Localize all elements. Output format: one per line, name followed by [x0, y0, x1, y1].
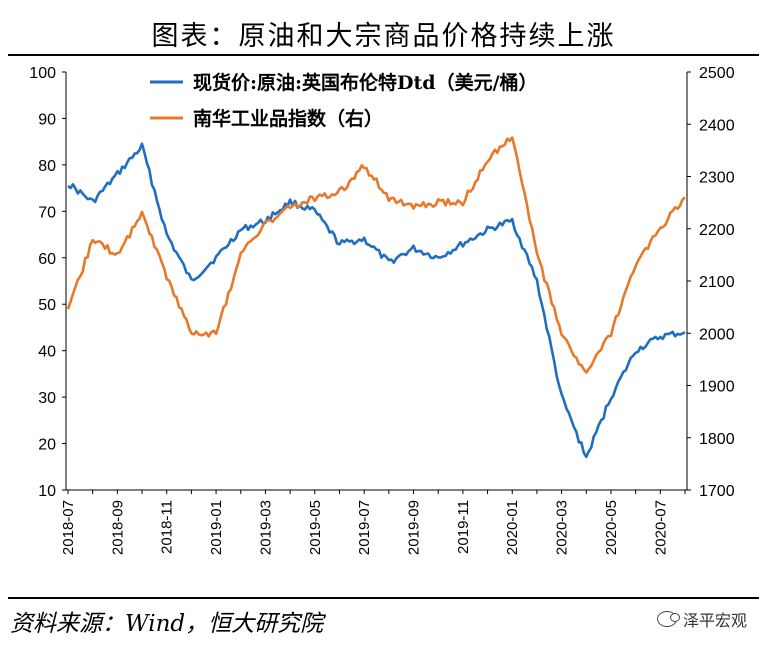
- x-tick-label: 2019-11: [455, 500, 472, 554]
- y-left-tick-label: 60: [38, 251, 56, 268]
- chart-series: [66, 136, 686, 459]
- y-right-tick-label: 1800: [699, 431, 735, 448]
- series-line-1: [67, 142, 686, 459]
- y-left-tick-label: 40: [38, 344, 56, 361]
- x-tick-label: 2019-09: [406, 500, 423, 555]
- watermark: 泽平宏观: [656, 607, 747, 631]
- y-right-tick-label: 2500: [699, 65, 735, 82]
- title-divider: [8, 54, 759, 56]
- x-tick-label: 2019-07: [356, 500, 373, 555]
- y-right-tick-label: 1900: [699, 379, 735, 396]
- x-tick-label: 2019-05: [307, 500, 324, 555]
- series-line-2: [66, 136, 686, 374]
- x-tick-label: 2020-03: [554, 500, 571, 555]
- x-tick-label: 2019-01: [208, 500, 225, 555]
- y-right-tick-label: 2100: [699, 274, 735, 291]
- footer-divider: [8, 597, 759, 599]
- y-left-tick-label: 20: [38, 437, 56, 454]
- y-left-tick-label: 100: [29, 65, 56, 82]
- y-right-tick-label: 1700: [699, 483, 735, 500]
- y-right-tick-label: 2300: [699, 170, 735, 187]
- y-left-tick-label: 30: [38, 390, 56, 407]
- chart-axes: 10 20 30 40 50 60 70 80 90 100 1700 1800 1900 2000 210…: [29, 65, 734, 555]
- source-note: 资料来源：Wind，恒大研究院: [10, 611, 324, 637]
- x-tick-label: 2018-07: [60, 500, 77, 555]
- watermark-text: 泽平宏观: [682, 611, 747, 630]
- x-tick-label: 2020-05: [603, 500, 620, 555]
- y-left-tick-label: 70: [38, 204, 56, 221]
- chart: 10 20 30 40 50 60 70 80 90 100 1700 1800 1900 2000 210…: [29, 65, 734, 555]
- legend-label-1: 现货价:原油:英国布伦特Dtd（美元/桶）: [193, 71, 538, 94]
- y-right-tick-label: 2000: [699, 326, 735, 343]
- legend-label-2: 南华工业品指数（右）: [193, 107, 383, 130]
- y-left-tick-label: 80: [38, 158, 56, 175]
- chart-legend: 现货价:原油:英国布伦特Dtd（美元/桶） 南华工业品指数（右）: [150, 71, 538, 130]
- x-tick-label: 2020-07: [652, 500, 669, 555]
- y-left-tick-label: 10: [38, 483, 56, 500]
- x-tick-label: 2018-11: [159, 500, 176, 554]
- y-right-tick-label: 2400: [699, 117, 735, 134]
- x-tick-label: 2018-09: [109, 500, 126, 555]
- chart-title: 图表：原油和大宗商品价格持续上涨: [151, 21, 616, 52]
- wechat-icon: [656, 611, 680, 627]
- x-tick-label: 2020-01: [504, 500, 521, 555]
- y-left-tick-label: 50: [38, 297, 56, 314]
- x-tick-label: 2019-03: [257, 500, 274, 555]
- y-left-tick-label: 90: [38, 111, 56, 128]
- y-right-tick-label: 2200: [699, 222, 735, 239]
